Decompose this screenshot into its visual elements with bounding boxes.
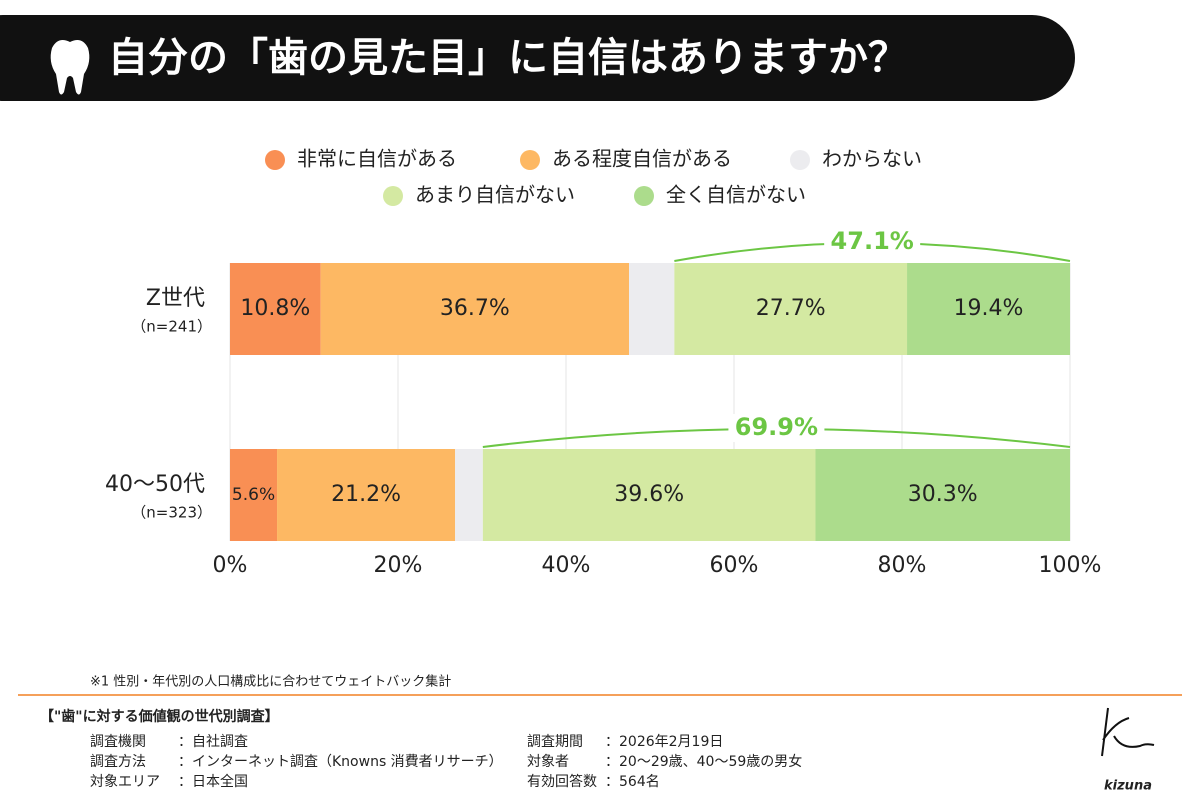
bar-segment (907, 263, 1070, 355)
value-label: 10.8% (240, 296, 310, 321)
legend-marker (520, 150, 540, 170)
value-label: 30.3% (908, 482, 978, 507)
bar-segment (482, 449, 816, 541)
info-value: ：日本全国 (178, 773, 248, 790)
info-label: 有効回答数 (527, 773, 597, 790)
legend-marker (634, 186, 654, 206)
value-label: 19.4% (954, 296, 1024, 321)
info-label: 調査期間 (527, 734, 583, 750)
info-label: 調査機関 (90, 734, 146, 750)
survey-title: 【"歯"に対する価値観の世代別調査】 (40, 708, 279, 725)
info-value: ：2026年2月19日 (605, 734, 723, 750)
bar-segment (230, 263, 321, 355)
info-label: 対象者 (527, 754, 569, 770)
legend-label: 非常に自信がある (297, 147, 457, 171)
x-tick-label: 40% (542, 553, 591, 578)
legend-marker (265, 150, 285, 170)
bar-segment (674, 263, 908, 355)
info-label: 対象エリア (90, 774, 160, 790)
x-tick-label: 0% (213, 553, 248, 578)
bar-segment (815, 449, 1070, 541)
tooth-icon (50, 40, 90, 95)
legend-marker (790, 150, 810, 170)
bracket-label: 69.9% (735, 413, 818, 441)
legend-marker (383, 186, 403, 206)
category-note: （n=241） (131, 318, 212, 336)
legend-label: 全く自信がない (666, 183, 806, 207)
bar-segment (629, 263, 675, 355)
bar-segment (277, 449, 456, 541)
category-label: 40〜50代 (105, 472, 205, 497)
info-label: 調査方法 (90, 754, 146, 770)
legend-label: ある程度自信がある (552, 147, 732, 171)
category-label: Z世代 (146, 286, 205, 311)
title-banner (0, 15, 1075, 101)
info-value: ：564名 (605, 774, 660, 790)
legend-label: あまり自信がない (415, 183, 575, 207)
value-label: 27.7% (756, 296, 826, 321)
info-value: ：インターネット調査（Knowns 消費者リサーチ） (178, 754, 503, 770)
logo-mark (1101, 707, 1155, 757)
info-value: ：20〜29歳、40〜59歳の男女 (605, 753, 802, 770)
bracket-label: 47.1% (831, 227, 914, 255)
logo: kizuna (1104, 779, 1152, 794)
value-label: 21.2% (331, 482, 401, 507)
category-note: （n=323） (131, 504, 212, 522)
x-tick-label: 20% (374, 553, 423, 578)
note: ※1 性別・年代別の人口構成比に合わせてウェイトバック集計 (90, 674, 451, 690)
bracket-label-bg (824, 228, 921, 256)
x-tick-label: 60% (710, 553, 759, 578)
bar-segment (230, 449, 278, 541)
chart-title: 自分の「歯の見た目」に自信はありますか？ (108, 35, 908, 81)
x-tick-label: 100% (1039, 553, 1102, 578)
value-label: 36.7% (440, 296, 510, 321)
info-value: ：自社調査 (178, 734, 248, 750)
value-label: 5.6% (232, 485, 275, 505)
bar-segment (455, 449, 483, 541)
bar-segment (320, 263, 629, 355)
legend-label: わからない (822, 147, 922, 171)
x-tick-label: 80% (878, 553, 927, 578)
bracket-label-bg (728, 414, 825, 442)
value-label: 39.6% (614, 482, 684, 507)
